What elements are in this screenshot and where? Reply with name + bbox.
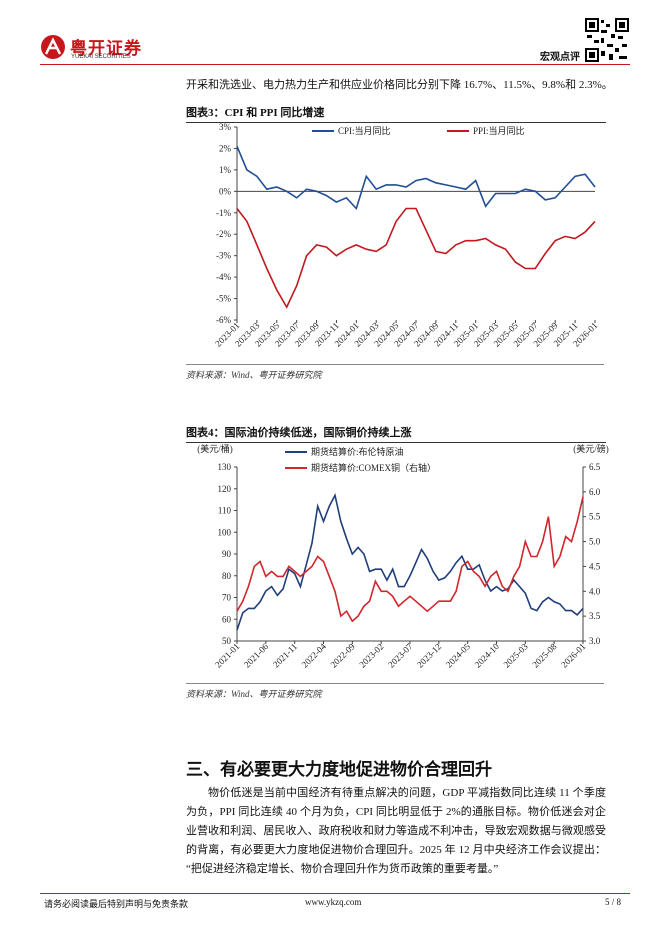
y-tick-label: 110 (218, 506, 232, 516)
legend-label: 期货结算价:布伦特原油 (311, 446, 404, 457)
y-tick-label: 0% (219, 186, 232, 196)
footer-page: 5 / 8 (605, 897, 622, 907)
y-tick-label: 1% (219, 165, 232, 175)
logo-english: YUEKAI SECURITIES (71, 54, 131, 60)
y-tick-label: 70 (222, 593, 232, 603)
series-line (236, 145, 596, 211)
x-tick-label: 2023-12 (415, 641, 443, 669)
y-tick-label: 4.5 (589, 561, 601, 571)
logo-icon (41, 35, 65, 59)
y-tick-label: 3.0 (589, 636, 601, 646)
y-tick-label: 130 (218, 462, 232, 472)
series-line (236, 207, 596, 309)
chart: 130 120 110 100 90 80 70 60 50 6.5 6.0 5.5 5.0 4.5 4.0… (197, 443, 609, 670)
y-tick-label: 50 (222, 636, 232, 646)
figure-caption: 图表4：国际油价持续低迷，国际铜价持续上涨 (186, 424, 606, 443)
footer-disclaimer: 请务必阅读最后特别声明与免责条款 (44, 899, 189, 909)
legend-label: PPI:当月同比 (473, 125, 525, 136)
y-tick-label: 3% (219, 122, 232, 132)
footer-rule (40, 893, 630, 894)
y-tick-label: -1% (216, 208, 231, 218)
footer-website: www.ykzq.com (305, 897, 362, 907)
y-tick-label: -3% (216, 251, 231, 261)
x-tick-label: 2025-03 (501, 641, 530, 670)
y-tick-label: -6% (216, 315, 231, 325)
chart: 3%2%1%0%-1%-2%-3%-4%-5%-6%2023-012023-03… (213, 122, 599, 349)
x-tick-label: 2022-09 (328, 641, 357, 670)
intro-text: 开采和洗选业、电力热力生产和供应业价格同比分别下降 16.7%、11.5%、9.… (186, 79, 613, 91)
y-tick-label: 120 (218, 484, 232, 494)
header-rule (40, 64, 630, 65)
y-tick-label: -4% (216, 272, 231, 282)
y-tick-label: 2% (219, 143, 232, 153)
legend-label: CPI:当月同比 (338, 125, 391, 136)
x-tick-label: 2023-02 (357, 641, 385, 669)
x-tick-label: 2023-07 (386, 641, 415, 670)
section-tag: 宏观点评 (540, 52, 580, 63)
x-tick-label: 2022-04 (300, 641, 329, 670)
figure-source: 资料来源：Wind、粤开证券研究院 (186, 364, 604, 381)
x-tick-label: 2021-11 (271, 641, 299, 669)
y2-axis-label: (美元/磅) (573, 443, 609, 454)
y-tick-label: 90 (222, 549, 232, 559)
x-tick-label: 2024-05 (444, 641, 473, 670)
y-tick-label: 3.5 (589, 611, 601, 621)
x-tick-label: 2021-06 (242, 641, 271, 670)
y-tick-label: 60 (222, 614, 232, 624)
y-tick-label: 4.0 (589, 586, 601, 596)
qr-code (585, 18, 629, 62)
y-tick-label: 5.5 (589, 512, 601, 522)
figure-caption: 图表3：CPI 和 PPI 同比增速 (186, 104, 606, 123)
figure-source: 资料来源：Wind、粤开证券研究院 (186, 683, 604, 700)
y-tick-label: 5.0 (589, 537, 601, 547)
y-tick-label: 80 (222, 571, 232, 581)
body-paragraph: 物价低迷是当前中国经济有待重点解决的问题，GDP 平减指数同比连续 11 个季度… (186, 787, 606, 875)
x-tick-label: 2024-10 (473, 641, 502, 670)
y-axis-label: (美元/桶) (197, 443, 233, 454)
y-tick-label: 6.0 (589, 487, 601, 497)
x-tick-label: 2025-08 (530, 641, 559, 670)
x-tick-label: 2026-01 (559, 641, 587, 669)
legend-label: 期货结算价:COMEX铜（右轴） (311, 462, 436, 473)
series-line (236, 492, 584, 631)
series-line (236, 496, 584, 623)
section-heading: 三、有必要更大力度地促进物价合理回升 (186, 760, 492, 779)
y-tick-label: 100 (218, 527, 232, 537)
y-tick-label: -5% (216, 294, 231, 304)
y-tick-label: 6.5 (589, 462, 601, 472)
y-tick-label: -2% (216, 229, 231, 239)
logo-text: 粤开证券 (70, 39, 142, 58)
